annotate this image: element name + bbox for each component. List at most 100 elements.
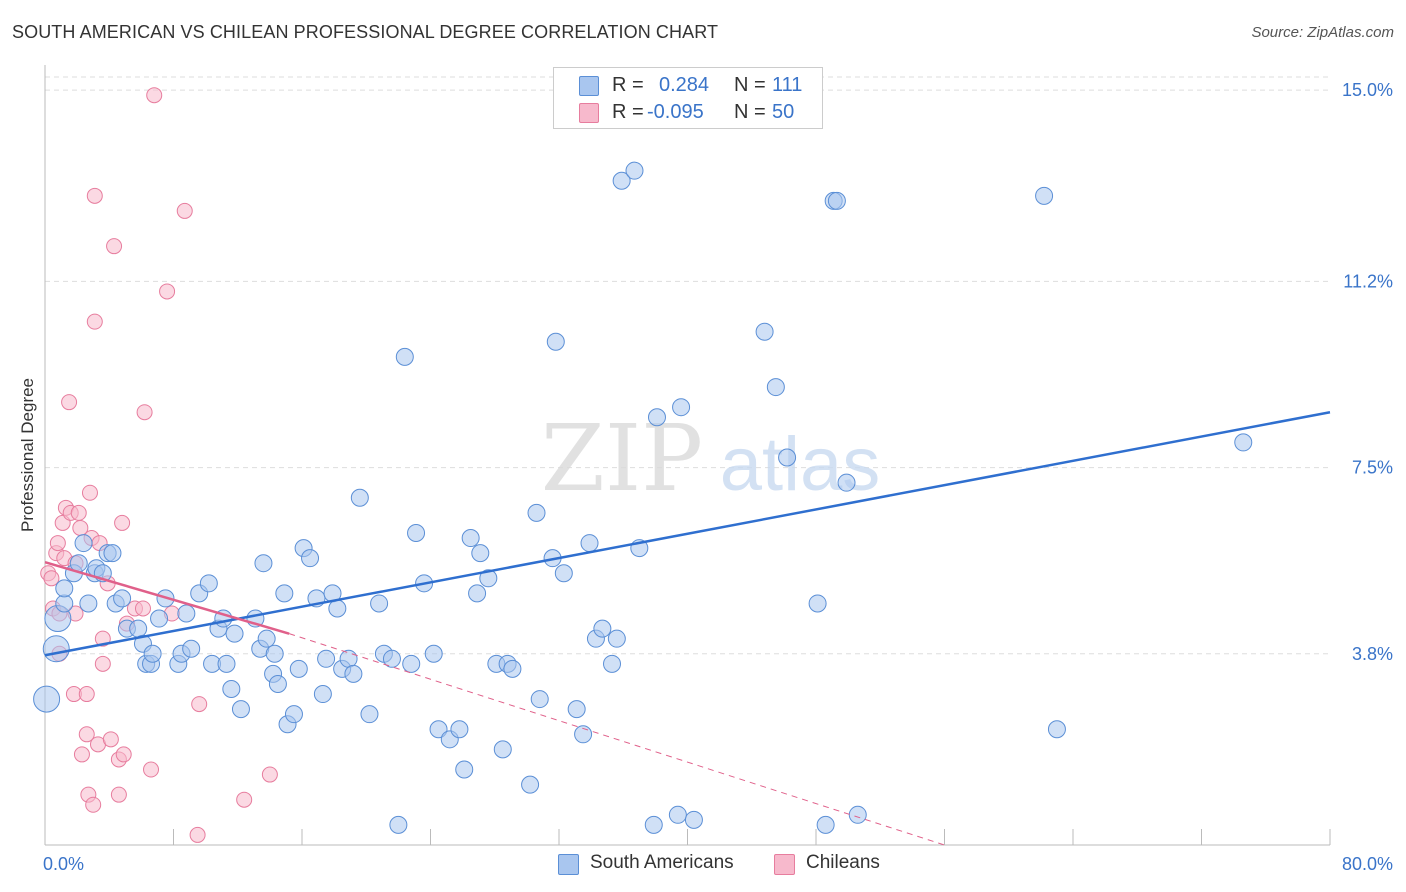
x-tick-label: 80.0% [1342,854,1393,874]
south-american-point [530,690,549,709]
legend-n-label: N = [734,74,766,96]
south-american-point [521,775,540,794]
south-american-point [407,524,426,542]
south-american-point [79,594,98,613]
south-american-point [816,815,835,834]
south-american-point [55,594,74,613]
south-american-point [217,654,236,673]
south-american-point [301,549,320,568]
south-american-point [471,544,490,563]
legend-r-value: 0.284 [659,74,710,96]
trend-lines [44,410,1331,846]
south-american-point [603,654,622,673]
south-american-point [644,815,663,834]
watermark-atlas: atlas [720,422,881,507]
chilean-point [49,535,66,552]
south-american-point [546,332,565,351]
south-american-point [199,574,218,593]
chilean-point [136,404,153,421]
chileans-trend-line [44,560,290,635]
chilean-point [143,761,160,778]
south-american-point [808,594,827,613]
south-american-point [450,720,469,739]
south-american-point [113,589,132,608]
south-american-point [567,700,586,719]
south-american-point [424,644,443,663]
south-american-point [350,488,369,507]
watermark: ZIP atlas [541,405,880,512]
chilean-point [94,655,111,672]
legend-r-value: -0.095 [647,101,704,123]
south-american-point [612,171,631,190]
legend-swatch-blue [579,76,599,96]
chilean-point [189,826,206,843]
south-american-point [143,644,162,663]
south-american-point [360,705,379,724]
south-american-point [344,664,363,683]
axes [44,65,1331,846]
bottom-legend-label: Chileans [806,852,880,873]
chileans-points [40,87,278,843]
chileans-trend-extension [288,633,945,846]
south-american-point [103,544,122,563]
chilean-point [85,796,102,813]
y-tick-labels: 3.8% 7.5% 11.2% 15.0% [1342,80,1393,664]
chilean-point [261,766,278,783]
chilean-point [115,746,132,763]
south-american-point [668,805,687,824]
south-american-point [284,705,303,724]
south-american-point [607,629,626,648]
south-american-point [225,624,244,643]
south-american-point [317,649,336,668]
chilean-point [114,514,131,531]
legend-r-label: R = [612,74,644,96]
watermark-zip: ZIP [541,405,703,512]
source-label: Source: ZipAtlas.com [1251,24,1394,41]
south-american-point [222,680,241,698]
chilean-point [159,283,176,300]
south-american-point [389,815,408,834]
south-american-point [268,674,287,693]
legend-r-label: R = [612,101,644,123]
legend-swatch-pink [579,103,599,123]
south-american-point [382,649,401,668]
south-american-point [778,448,797,467]
south-american-point [455,760,474,779]
chilean-point [134,600,151,617]
south-american-point [580,534,599,553]
y-tick-label: 11.2% [1343,271,1393,291]
south-american-point [468,584,487,603]
south-american-point [461,529,480,548]
south-american-point [55,579,74,598]
chilean-point [73,746,90,763]
south-american-point [493,740,512,759]
south-american-point [1234,433,1253,452]
south-american-point [402,654,421,673]
chilean-point [43,570,60,587]
legend-n-value: 111 [772,74,803,96]
south-american-point [177,604,196,623]
south-american-point [150,609,169,628]
chilean-point [81,484,98,501]
chilean-point [86,313,103,330]
chilean-point [110,786,127,803]
south-american-point [684,810,703,829]
south-american-point [672,398,691,417]
south-americans-points [33,161,1253,834]
south-american-point [328,599,347,618]
south-american-point [265,644,284,663]
south-american-point [1047,720,1066,739]
chilean-point [236,791,253,808]
south-american-point [554,564,573,583]
chilean-point [146,87,163,104]
legend-n-value: 50 [772,101,795,123]
y-tick-label: 7.5% [1352,458,1393,478]
stats-legend: R = 0.284 N = 111 R = -0.095 N = 50 [553,67,823,129]
south-american-point [33,685,61,713]
chilean-point [61,394,78,411]
chilean-point [78,686,95,703]
south-american-point [827,191,846,210]
south-american-point [429,720,448,739]
south-american-point [593,619,612,638]
